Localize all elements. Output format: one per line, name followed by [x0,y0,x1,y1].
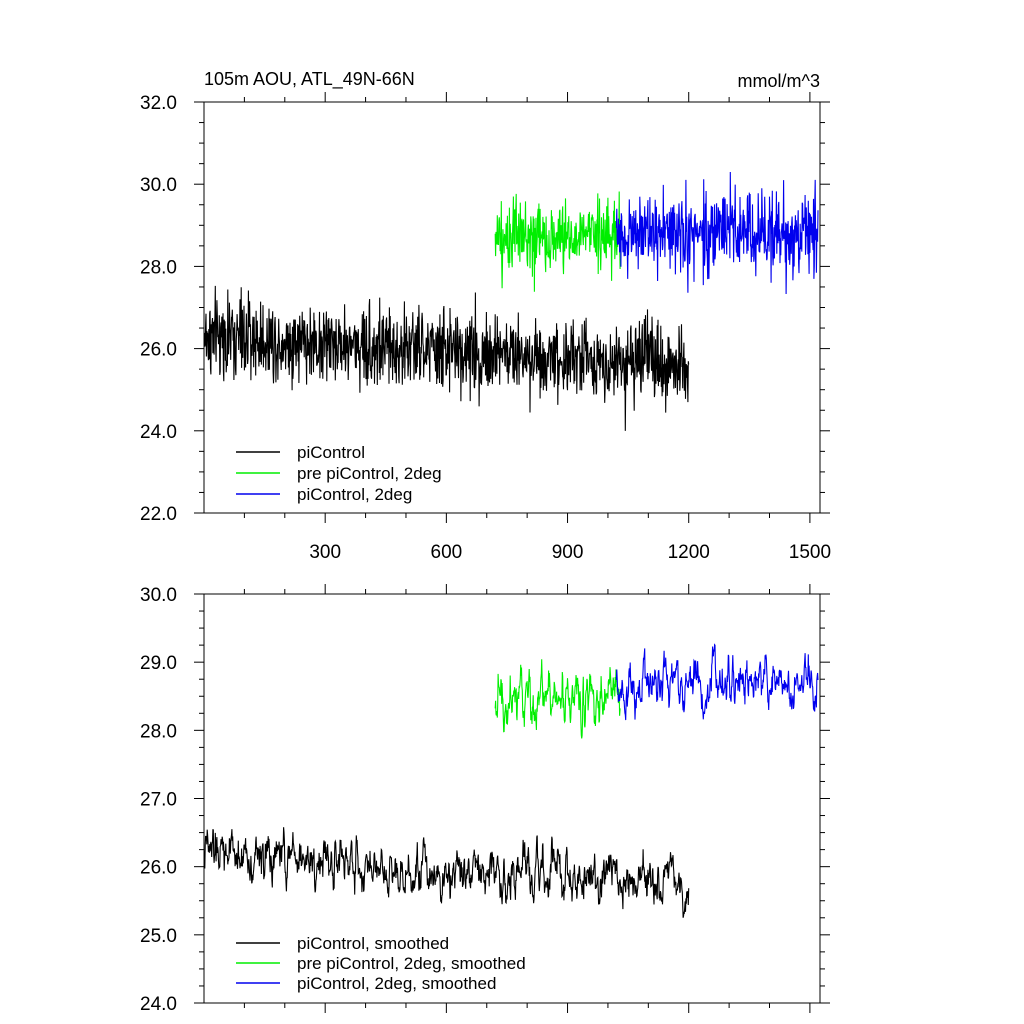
y-tick-label: 28.0 [140,721,177,742]
series-line-3 [615,643,819,721]
y-tick-label: 24.0 [140,422,177,443]
series-line-1 [204,285,690,431]
series-line-2 [494,659,621,739]
y-tick-label: 29.0 [140,653,177,674]
legend-label: piControl [297,443,365,462]
bottom-panel: 24.0 25.0 26.0 27.0 28.0 29.0 30.0 piControl, s… [140,584,830,1015]
x-tick-label: 900 [552,542,584,563]
y-tick-label: 25.0 [140,926,177,947]
x-tick-label: 1500 [789,542,831,563]
y-tick-label: 32.0 [140,93,177,114]
x-tick-label: 300 [309,542,341,563]
series-line-1 [204,827,690,918]
units-label: mmol/m^3 [738,71,820,91]
series-line-2 [494,191,621,292]
y-tick-label: 28.0 [140,257,177,278]
series-line-3 [615,171,819,295]
legend-label: pre piControl, 2deg [297,464,442,483]
legend-label: piControl, 2deg, smoothed [297,974,496,993]
legend-label: piControl, smoothed [297,934,449,953]
y-tick-label: 26.0 [140,340,177,361]
x-tick-label: 1200 [668,542,710,563]
top-panel: 300 600 900 1200 1500 22.0 24.0 26.0 28.0 30.0 32.… [140,92,831,563]
chart-title: 105m AOU, ATL_49N-66N [204,69,415,90]
x-tick-label: 600 [431,542,463,563]
y-tick-label: 27.0 [140,790,177,811]
y-tick-label: 26.0 [140,858,177,879]
y-tick-label: 24.0 [140,994,177,1015]
legend-label: pre piControl, 2deg, smoothed [297,954,526,973]
legend-label: piControl, 2deg [297,485,412,504]
y-tick-label: 22.0 [140,504,177,525]
y-tick-label: 30.0 [140,175,177,196]
y-tick-label: 30.0 [140,585,177,606]
